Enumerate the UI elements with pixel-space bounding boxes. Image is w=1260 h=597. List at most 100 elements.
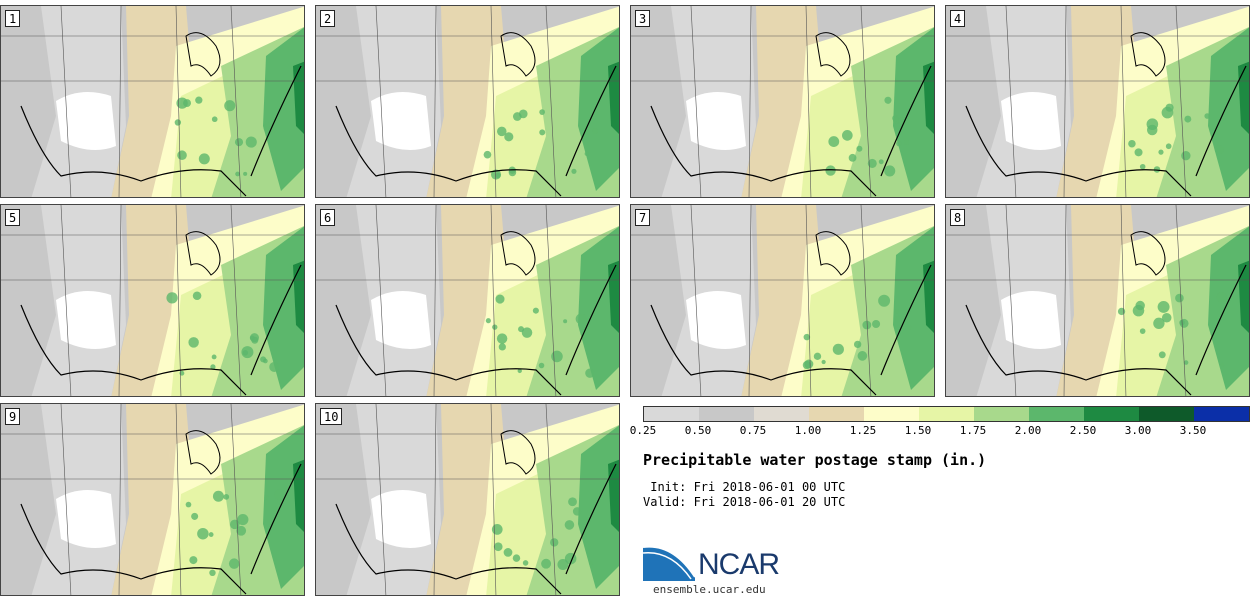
colorbar-tick: 0.75 (739, 424, 767, 437)
pw-cell (235, 171, 240, 177)
pw-field-max (1238, 260, 1249, 333)
member-panel: 6 (315, 204, 620, 397)
colorbar-segment (864, 407, 919, 421)
great-lakes (185, 430, 221, 475)
pw-cell (229, 519, 240, 530)
state-borders (946, 6, 1249, 197)
pw-cell (1165, 103, 1174, 112)
pw-field-max (608, 61, 619, 134)
pw-cell (585, 368, 595, 378)
pw-cell (848, 153, 857, 162)
colorbar-tick: 0.50 (684, 424, 712, 437)
colorbar-tick: 1.75 (959, 424, 987, 437)
member-panel: 7 (630, 204, 935, 397)
member-map (631, 6, 934, 197)
pw-cell (804, 359, 814, 369)
member-number: 3 (635, 10, 651, 27)
pw-cell (550, 538, 559, 547)
colorbar-tick: 1.25 (849, 424, 877, 437)
colorbar-segment (699, 407, 754, 421)
pw-cell (903, 139, 910, 146)
pw-cell (1216, 292, 1227, 303)
pw-cell (522, 560, 529, 566)
pw-field-dry-core (371, 92, 431, 150)
init-time: Init: Fri 2018-06-01 00 UTC (643, 480, 846, 494)
pw-cell (179, 370, 185, 376)
pw-cell (584, 151, 590, 157)
member-number: 1 (5, 10, 21, 27)
pw-field-max (608, 459, 619, 532)
member-panel: 1 (0, 5, 305, 198)
pw-cell (518, 109, 528, 119)
member-map (316, 404, 619, 595)
member-map (1, 205, 304, 396)
pw-cell (884, 165, 896, 177)
member-panel: 2 (315, 5, 620, 198)
pw-cell (575, 313, 587, 325)
pw-cell (857, 351, 868, 361)
pw-cell (209, 569, 216, 577)
pw-field-dry-core (1001, 291, 1061, 349)
pw-cell (1146, 124, 1158, 136)
pw-cell (166, 292, 178, 304)
pw-cell (582, 533, 587, 538)
pw-cell (185, 501, 192, 508)
pw-cell (208, 532, 214, 537)
member-panel: 4 (945, 5, 1250, 198)
coastline (20, 65, 302, 197)
pw-cell (872, 319, 881, 329)
pw-cell (896, 140, 902, 147)
pw-cell (177, 150, 187, 161)
member-panel: 8 (945, 204, 1250, 397)
pw-cell (211, 354, 217, 360)
member-panel: 5 (0, 204, 305, 397)
pw-field-max (1238, 61, 1249, 134)
pw-cell (198, 153, 210, 165)
state-borders (946, 205, 1249, 396)
colorbar-segment (644, 407, 699, 421)
colorbar-segment (1139, 407, 1194, 421)
colorbar-segment (919, 407, 974, 421)
pw-cell (591, 127, 599, 134)
coastline (335, 264, 617, 396)
pw-cell (224, 100, 236, 112)
pw-cell (563, 319, 568, 324)
pw-cell (539, 109, 545, 115)
member-panel: 9 (0, 403, 305, 596)
pw-cell (832, 343, 844, 355)
pw-cell (1161, 313, 1172, 323)
great-lakes (500, 231, 536, 276)
pw-cell (892, 114, 899, 122)
coastline (965, 65, 1247, 197)
pw-cell (856, 145, 863, 152)
state-borders (316, 6, 619, 197)
member-number: 2 (320, 10, 336, 27)
pw-cell (557, 558, 569, 571)
member-number: 5 (5, 209, 21, 226)
coastline (20, 463, 302, 595)
pw-cell (192, 291, 202, 301)
state-borders (316, 205, 619, 396)
great-lakes (815, 231, 851, 276)
coastline (335, 463, 617, 595)
pw-cell (508, 168, 517, 177)
pw-cell (195, 96, 203, 104)
figure-title: Precipitable water postage stamp (in.) (643, 451, 987, 469)
colorbar-tick: 2.00 (1014, 424, 1042, 437)
pw-cell (1214, 145, 1224, 155)
pw-field-dry-core (1001, 92, 1061, 150)
pw-cell (243, 171, 248, 176)
colorbar-segment (1194, 407, 1249, 421)
pw-cell (862, 320, 872, 330)
valid-time: Valid: Fri 2018-06-01 20 UTC (643, 495, 846, 509)
pw-cell (1139, 163, 1146, 170)
pw-cell (1175, 293, 1184, 303)
pw-cell (813, 352, 822, 361)
pw-field-dry-core (686, 92, 746, 150)
state-borders (631, 205, 934, 396)
great-lakes (500, 32, 536, 77)
great-lakes (815, 32, 851, 77)
pw-cell (1179, 318, 1189, 328)
great-lakes (185, 231, 221, 276)
colorbar-segment (974, 407, 1029, 421)
